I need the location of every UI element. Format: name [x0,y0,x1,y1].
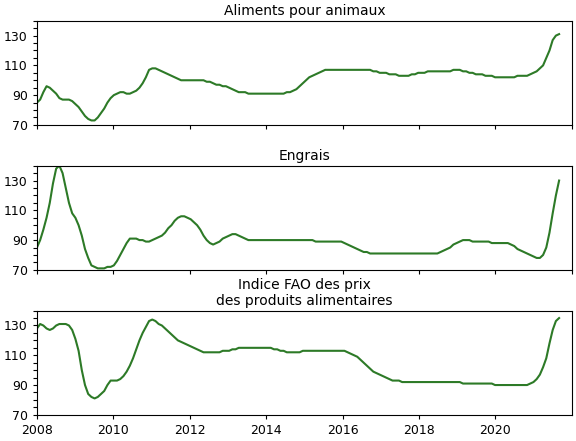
Title: Indice FAO des prix
des produits alimentaires: Indice FAO des prix des produits aliment… [216,278,393,308]
Title: Engrais: Engrais [279,149,330,163]
Title: Aliments pour animaux: Aliments pour animaux [223,4,385,18]
